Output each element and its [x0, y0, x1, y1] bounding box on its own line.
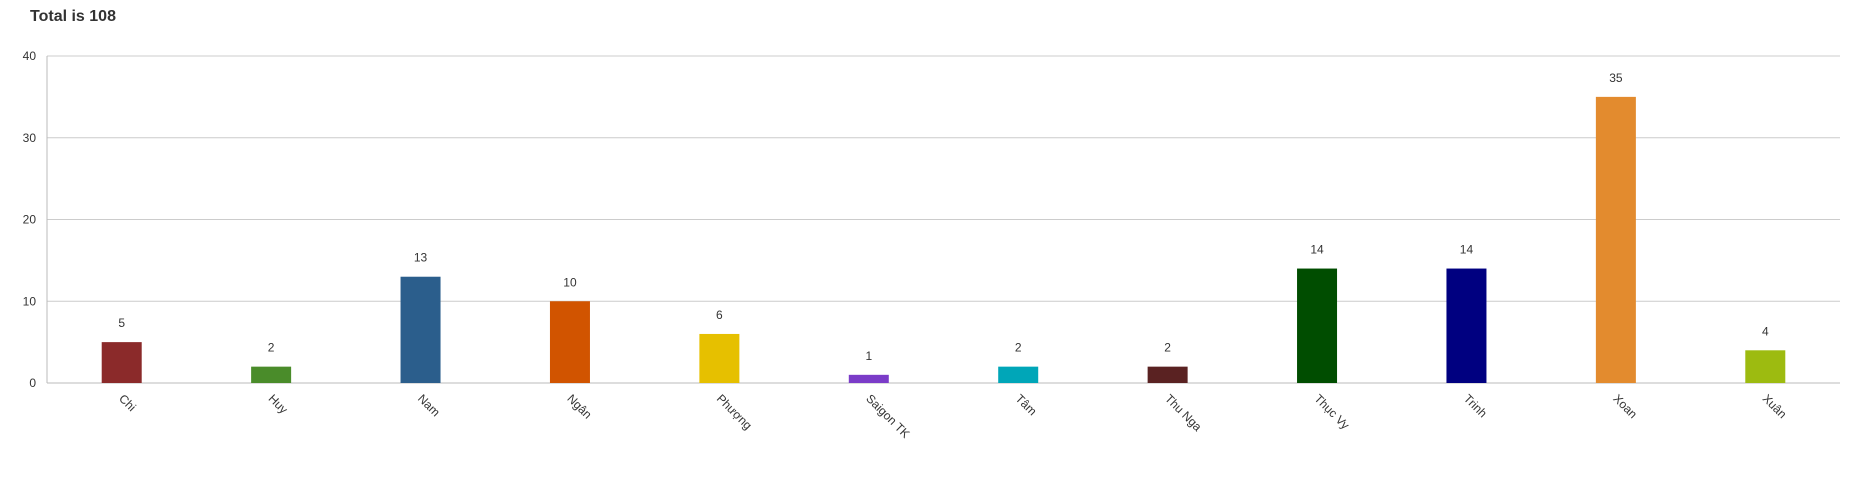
data-label: 1: [865, 349, 872, 363]
bar[interactable]: [1446, 268, 1487, 383]
x-tick-label: Xuân: [1760, 391, 1790, 421]
x-tick-label: Huy: [266, 391, 291, 416]
gridlines: [47, 55, 1840, 302]
bars: [101, 96, 1786, 383]
x-tick-label: Tâm: [1013, 391, 1040, 418]
bar[interactable]: [549, 301, 590, 383]
data-labels: 5 2 13 10 6 1 2 2 14 14 35 4: [118, 71, 1769, 363]
bar[interactable]: [1595, 96, 1636, 383]
data-label: 10: [563, 275, 577, 289]
axes: [46, 56, 1840, 384]
data-label: 5: [118, 316, 125, 330]
bar[interactable]: [699, 333, 740, 383]
x-axis-ticks: Chi Huy Nam Ngân Phượng Saigon TK Tâm Thu Nga Th…: [116, 391, 1789, 440]
bar[interactable]: [251, 366, 292, 383]
y-tick-label: 20: [23, 213, 37, 227]
bar[interactable]: [998, 366, 1039, 383]
data-label: 14: [1310, 243, 1324, 257]
bar[interactable]: [1297, 268, 1338, 383]
x-tick-label: Xoan: [1610, 391, 1640, 421]
bar[interactable]: [101, 342, 142, 383]
data-label: 2: [268, 341, 275, 355]
data-label: 6: [716, 308, 723, 322]
bar[interactable]: [848, 374, 889, 383]
x-tick-label: Thu Nga: [1162, 391, 1205, 434]
bar[interactable]: [1745, 350, 1786, 383]
data-label: 4: [1762, 324, 1769, 338]
bar[interactable]: [1147, 366, 1188, 383]
data-label: 2: [1164, 341, 1171, 355]
x-tick-label: Trinh: [1461, 391, 1490, 420]
y-tick-label: 0: [29, 376, 36, 390]
x-tick-label: Ngân: [564, 391, 594, 421]
y-axis-ticks: 0 10 20 30 40: [23, 49, 37, 390]
x-tick-label: Nam: [415, 391, 443, 419]
data-label: 35: [1609, 71, 1623, 85]
x-tick-label: Thục Vy: [1312, 391, 1353, 432]
data-label: 14: [1460, 243, 1474, 257]
y-tick-label: 30: [23, 131, 37, 145]
x-tick-label: Chi: [116, 391, 139, 414]
x-tick-label: Saigon TK: [863, 391, 912, 440]
chart-title: Total is 108: [30, 8, 116, 25]
bar[interactable]: [400, 276, 441, 383]
y-tick-label: 40: [23, 49, 37, 63]
data-label: 13: [414, 251, 428, 265]
x-tick-label: Phượng: [714, 391, 755, 432]
data-label: 2: [1015, 341, 1022, 355]
y-tick-label: 10: [23, 294, 37, 308]
